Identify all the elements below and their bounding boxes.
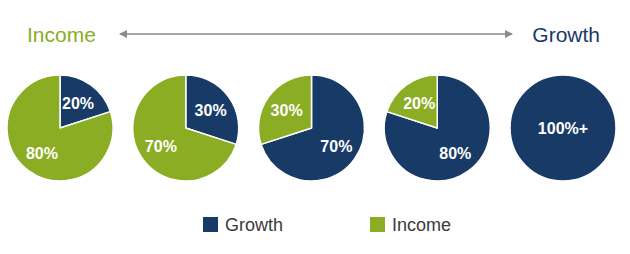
legend-label: Growth bbox=[225, 215, 283, 235]
data-labels: 20% 80% 30% 70% 70% 30% 80% 20% 100%+ bbox=[26, 95, 588, 162]
pie-slice bbox=[7, 75, 113, 181]
data-label: 30% bbox=[195, 102, 227, 119]
legend-swatch bbox=[203, 217, 218, 232]
data-label: 70% bbox=[145, 138, 177, 155]
annotation: Growth bbox=[532, 23, 600, 46]
pie-slice bbox=[133, 75, 236, 181]
pie-slice bbox=[384, 75, 490, 181]
data-label: 80% bbox=[26, 145, 58, 162]
legend-swatch bbox=[370, 217, 385, 232]
pie-slice bbox=[258, 75, 311, 144]
chart: Income Growth 20% 80% 30% 70% 70% 30% 80% 20% 100%… bbox=[0, 0, 630, 254]
data-label: 70% bbox=[320, 138, 352, 155]
data-label: 30% bbox=[271, 102, 303, 119]
pie-slice bbox=[387, 75, 437, 128]
data-label: 20% bbox=[403, 95, 435, 112]
legend-label: Income bbox=[392, 215, 451, 235]
arrow bbox=[120, 33, 512, 35]
data-label: 20% bbox=[62, 95, 94, 112]
pie-slice bbox=[510, 75, 616, 181]
pies bbox=[7, 75, 616, 181]
legend: Growth Income bbox=[203, 215, 451, 235]
data-label: 80% bbox=[439, 145, 471, 162]
annotation: Income bbox=[27, 23, 96, 46]
data-label: 100%+ bbox=[538, 120, 588, 137]
